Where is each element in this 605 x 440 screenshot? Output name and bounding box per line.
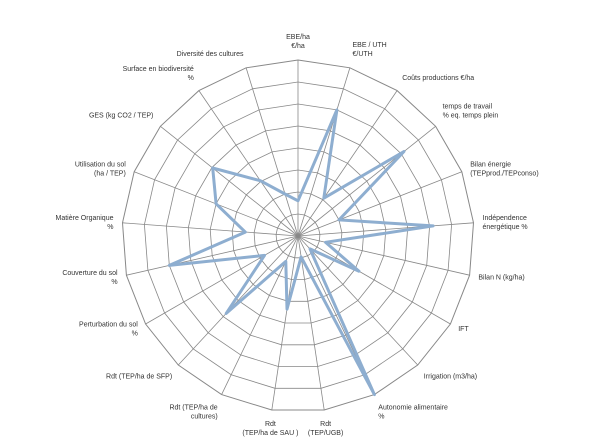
axis-label-line: Coûts productions €/ha (402, 75, 474, 82)
grid-spoke (297, 171, 462, 237)
axis-label: Bilan énergie (TEPprod./TEPconso) (470, 161, 538, 177)
axis-label-line: Utilisation du sol (75, 161, 126, 168)
grid-spoke (126, 235, 299, 276)
axis-label: Utilisation du sol (ha / TEP) (75, 161, 126, 177)
axis-label: Surface en biodiversité% (123, 66, 194, 82)
axis-label-line: EBE/ha (286, 34, 310, 41)
axis-label: temps de travail % eq. temps plein (443, 104, 499, 120)
axis-label-line: Bilan N (kg/ha) (478, 275, 524, 282)
axis-label-line: (TEPprod./TEPconso) (470, 170, 538, 177)
axis-label-line: (TEP/UGB) (308, 430, 343, 437)
axis-label-line: Rdt (265, 421, 276, 428)
grid-spoke (297, 222, 474, 237)
axis-label-line: Rdt (TEP/ha de SFP) (106, 374, 172, 381)
grid-spoke (297, 235, 418, 366)
grid-ring (209, 147, 387, 324)
axis-label: Rdt (TEP/ha de cultures) (169, 405, 217, 421)
axis-label-line: €/ha (291, 43, 305, 50)
axis-label-line: % (132, 331, 138, 338)
axis-label-line: IFT (458, 326, 469, 333)
axis-label-line: Matière Organique (56, 215, 114, 222)
axis-label-line: Rdt (TEP/ha de (169, 405, 217, 412)
radar-grid (121, 59, 475, 411)
grid-spoke (160, 125, 299, 237)
grid-spoke (297, 90, 398, 237)
grid-spoke (297, 125, 436, 237)
axis-label-line: Indépendence (483, 215, 527, 222)
radar-series-layer (167, 108, 435, 397)
grid-ring (121, 59, 475, 411)
axis-label-line: cultures) (191, 414, 218, 421)
axis-label-line: GES (kg CO2 / TEP) (89, 113, 153, 120)
axis-label-line: (ha / TEP) (94, 170, 126, 177)
axis-label: Rdt (TEP/ha de SAU ) (242, 421, 298, 437)
grid-spoke (297, 235, 325, 411)
axis-label: Perturbation du sol% (79, 322, 138, 338)
axis-label-line: Perturbation du sol (79, 322, 138, 329)
axis-label: Irrigation (m3/ha) (424, 374, 477, 381)
axis-label: Rdt (TEP/ha de SFP) (106, 374, 172, 381)
axis-label: Indépendence énergétique % (483, 215, 528, 231)
grid-ring (143, 81, 453, 389)
axis-label-line: €/UTH (353, 51, 373, 58)
series-line-0 (167, 108, 435, 397)
axis-label-line: temps de travail (443, 104, 493, 111)
grid-spoke (145, 235, 299, 325)
axis-label-line: % (111, 279, 117, 286)
grid-ring (275, 213, 321, 259)
axis-labels: EBE/ha €/ha EBE / UTH €/UTH Coûts production… (56, 34, 539, 437)
axis-label-line: Surface en biodiversité (123, 66, 194, 73)
grid-spoke (122, 222, 299, 237)
grid-ring (165, 103, 431, 367)
grid-spoke (297, 235, 451, 325)
grid-spoke (198, 90, 299, 237)
axis-label: EBE/ha €/ha (286, 34, 310, 50)
axis-label: EBE / UTH €/UTH (353, 42, 387, 58)
axis-label-line: Irrigation (m3/ha) (424, 374, 477, 381)
axis-label-line: Bilan énergie (470, 161, 511, 168)
axis-label: Diversité des cultures (177, 51, 244, 58)
axis-label: GES (kg CO2 / TEP) (89, 113, 153, 120)
axis-label: Rdt (TEP/UGB) (308, 421, 343, 437)
grid-spoke (297, 67, 351, 237)
axis-label-line: énergétique % (483, 224, 528, 231)
axis-label: Couverture du sol% (62, 270, 118, 286)
grid-spoke (178, 235, 299, 366)
grid-spoke (271, 235, 299, 411)
grid-ring (187, 125, 409, 346)
axis-label-line: % (378, 414, 384, 421)
axis-label-line: Rdt (320, 421, 331, 428)
grid-spoke (245, 67, 299, 237)
axis-label-line: Couverture du sol (62, 270, 118, 277)
grid-ring (253, 191, 343, 280)
axis-label: IFT (458, 326, 469, 333)
axis-label-line: EBE / UTH (353, 42, 387, 49)
axis-label-line: % (188, 75, 194, 82)
axis-label: Autonomie alimentaire% (378, 405, 448, 421)
axis-label: Matière Organique% (56, 215, 114, 231)
axis-label-line: % (107, 224, 113, 231)
axis-label-line: Diversité des cultures (177, 51, 244, 58)
axis-label: Bilan N (kg/ha) (478, 275, 524, 282)
axis-label-line: (TEP/ha de SAU ) (242, 430, 298, 437)
axis-label-line: % eq. temps plein (443, 113, 499, 120)
axis-label: Coûts productions €/ha (402, 75, 474, 82)
axis-label-line: Autonomie alimentaire (378, 405, 448, 412)
